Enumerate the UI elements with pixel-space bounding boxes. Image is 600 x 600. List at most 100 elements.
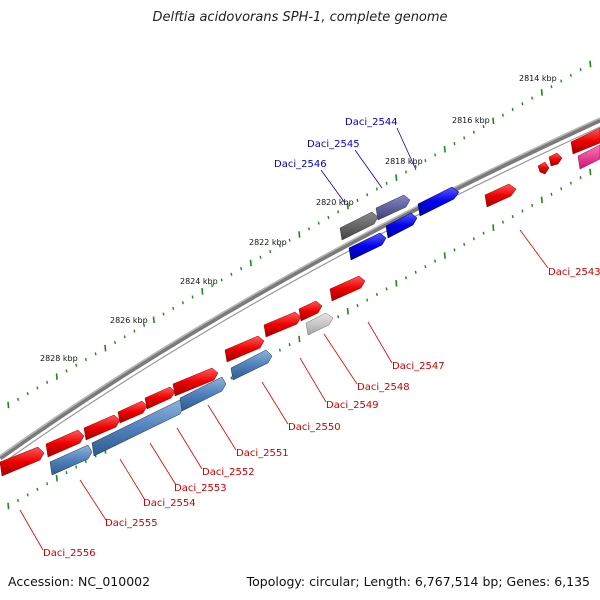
inner-ring-tick <box>434 259 437 263</box>
inner-ring-tick <box>26 493 29 497</box>
tick-label-2816: 2816 kbp <box>452 116 490 125</box>
gene-label-daci-2555[interactable]: Daci_2555 <box>105 518 158 529</box>
inner-ring-tick <box>55 474 58 482</box>
outer-ring-tick <box>482 124 485 129</box>
inner-ring-tick <box>7 502 10 510</box>
outer-ring-tick <box>240 267 243 271</box>
tick-label-2820: 2820 kbp <box>316 198 354 207</box>
inner-ring-tick <box>405 276 407 280</box>
outer-ring-tick <box>46 380 49 384</box>
gene-arrow-daci-2546[interactable] <box>339 211 379 241</box>
inner-ring-tick <box>385 287 388 291</box>
gene-arrow-right-edge[interactable] <box>570 127 600 155</box>
outer-ring-tick <box>191 295 194 299</box>
gene-arrow-daci-2549[interactable] <box>263 311 302 338</box>
red-leader-lines <box>19 229 549 551</box>
inner-ring-tick <box>521 209 524 213</box>
outer-ring-tick <box>540 89 543 96</box>
outer-ring-tick <box>65 369 68 373</box>
gene-arrow-daci-2553[interactable] <box>117 400 148 424</box>
blue-leader-lines <box>320 127 417 204</box>
gene-label-daci-2543[interactable]: Daci_2543 <box>548 267 600 278</box>
outer-ring-tick <box>75 363 78 367</box>
outer-ring-tick <box>521 102 524 106</box>
accession-label: Accession: NC_010002 <box>8 574 151 589</box>
outer-ring-tick <box>385 181 388 185</box>
outer-ring-tick <box>414 164 417 168</box>
inner-ring-tick <box>337 315 340 319</box>
gene-arrow-daci-2543[interactable] <box>484 183 517 208</box>
gene-arrow-pink[interactable] <box>577 144 600 170</box>
inner-ring-tick <box>482 231 485 235</box>
outer-ring-tick <box>172 306 175 310</box>
reverse-strand-genes <box>49 312 334 476</box>
inner-ring-tick <box>511 214 514 219</box>
gene-label-daci-2550[interactable]: Daci_2550 <box>288 422 341 433</box>
gene-arrow-daci-2555[interactable] <box>45 429 85 458</box>
outer-ring-tick <box>443 145 446 153</box>
outer-ring-tick <box>17 397 19 401</box>
gene-arrow-daci-2544[interactable] <box>417 186 460 217</box>
outer-ring-tick <box>288 238 291 242</box>
gene-label-daci-2549[interactable]: Daci_2549 <box>326 400 379 411</box>
outer-ring-tick <box>201 288 204 295</box>
gene-arrow-small-a[interactable] <box>537 161 550 175</box>
gene-arrow-daci-2545[interactable] <box>375 194 411 221</box>
outer-ring-tick <box>36 386 39 390</box>
inner-ring-tick <box>424 265 427 269</box>
outer-ring-tick <box>7 401 10 409</box>
outer-ring-tick <box>269 250 272 254</box>
gene-arrow-reverse-3[interactable] <box>179 376 227 412</box>
tick-label-2824: 2824 kbp <box>180 277 218 286</box>
tick-label-2826: 2826 kbp <box>110 316 148 325</box>
gene-label-daci-2553[interactable]: Daci_2553 <box>174 483 227 494</box>
gene-arrow-gray[interactable] <box>305 312 334 336</box>
outer-ring-tick <box>317 221 320 225</box>
gene-label-daci-2547[interactable]: Daci_2547 <box>392 361 445 372</box>
inner-ring-tick <box>589 168 592 176</box>
genome-backbone-highlight <box>0 117 600 457</box>
inner-ring-tick <box>75 465 78 469</box>
gene-arrow-blue-lower-b[interactable] <box>385 212 418 239</box>
gene-arrow-daci-2547[interactable] <box>329 275 366 302</box>
gene-arrow-reverse-1[interactable] <box>49 444 93 476</box>
inner-ring-tick <box>569 181 572 185</box>
inner-ring-tick <box>579 176 582 180</box>
outer-ring-tick <box>114 340 116 345</box>
outer-ring-tick <box>211 284 213 288</box>
outer-ring-tick <box>492 117 495 125</box>
gene-arrow-reverse-4[interactable] <box>230 349 273 381</box>
gene-label-daci-2546[interactable]: Daci_2546 <box>274 159 327 170</box>
outer-ring-tick <box>84 357 87 362</box>
gene-label-daci-2552[interactable]: Daci_2552 <box>202 467 255 478</box>
gene-label-daci-2545[interactable]: Daci_2545 <box>307 139 360 150</box>
gene-label-daci-2556[interactable]: Daci_2556 <box>43 548 96 559</box>
inner-ring-tick <box>531 203 534 207</box>
tick-label-2822: 2822 kbp <box>249 238 287 247</box>
outer-ring-tick <box>55 373 58 380</box>
gene-label-daci-2551[interactable]: Daci_2551 <box>236 448 289 459</box>
outer-ring-tick <box>375 187 378 191</box>
outer-ring-tick <box>26 392 29 396</box>
outer-ring-tick <box>308 227 310 231</box>
outer-ring-tick <box>278 244 281 248</box>
gene-arrow-daci-2551[interactable] <box>172 367 219 397</box>
gene-arrow-daci-2556[interactable] <box>0 446 45 477</box>
gene-arrow-daci-2554[interactable] <box>83 414 121 441</box>
gene-label-daci-2554[interactable]: Daci_2554 <box>143 498 196 509</box>
inner-ring-tick <box>472 237 475 241</box>
tick-label-2828: 2828 kbp <box>40 354 78 363</box>
outer-ring-tick <box>143 323 146 327</box>
gene-arrow-blue-lower-a[interactable] <box>348 232 387 261</box>
gene-arrow-daci-2552[interactable] <box>144 386 176 410</box>
outer-ring-tick <box>94 352 97 356</box>
inner-ring-tick <box>65 471 68 475</box>
inner-ring-tick <box>540 196 543 204</box>
gene-arrow-small-b[interactable] <box>548 152 563 167</box>
gene-label-daci-2548[interactable]: Daci_2548 <box>357 382 410 393</box>
gene-arrow-daci-2550[interactable] <box>224 335 265 363</box>
gene-label-daci-2544[interactable]: Daci_2544 <box>345 117 398 128</box>
gene-arrow-daci-2548[interactable] <box>298 300 323 322</box>
inner-ring-tick <box>550 192 553 196</box>
inner-ring-tick <box>346 307 349 315</box>
